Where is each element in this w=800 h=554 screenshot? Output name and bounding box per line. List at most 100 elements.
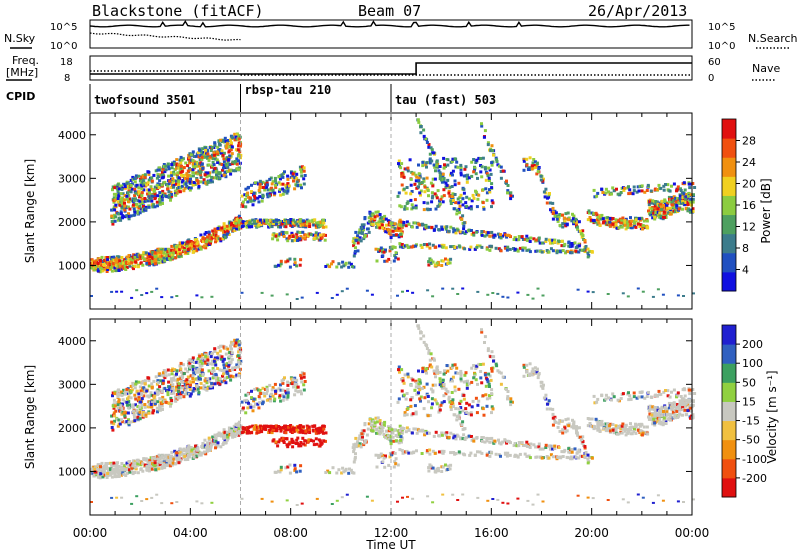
power-cell — [676, 294, 680, 297]
velocity-cell — [125, 461, 129, 465]
velocity-cell — [264, 428, 268, 431]
velocity-cell — [222, 369, 226, 373]
cpid-label: CPID — [6, 90, 35, 103]
power-cell — [544, 187, 548, 191]
velocity-cell — [183, 458, 187, 462]
power-cell — [254, 196, 257, 200]
power-cell — [462, 187, 466, 191]
power-cell — [427, 143, 431, 146]
power-cell — [179, 166, 183, 170]
power-cell — [531, 161, 535, 165]
power-cell — [243, 193, 247, 197]
power-cell — [489, 172, 493, 176]
power-cell — [527, 248, 531, 252]
velocity-cell — [221, 443, 225, 446]
power-cell — [109, 260, 113, 264]
power-cell — [199, 247, 203, 251]
power-cell — [177, 180, 181, 184]
velocity-cell — [262, 427, 266, 431]
power-cell — [167, 195, 171, 199]
velocity-cell — [166, 463, 170, 467]
power-cell — [171, 181, 175, 185]
power-cell — [210, 295, 214, 298]
power-cell — [321, 225, 325, 229]
power-cell — [490, 186, 494, 190]
power-cell — [165, 253, 169, 256]
power-cell — [144, 207, 148, 211]
power-cell — [161, 173, 165, 177]
velocity-cell — [210, 440, 214, 444]
power-cell — [256, 196, 260, 200]
velocity-cell — [213, 382, 217, 386]
power-cell — [473, 247, 477, 251]
power-cell — [187, 167, 191, 170]
power-cell — [220, 151, 223, 155]
power-cell — [682, 295, 685, 297]
velocity-cell — [218, 433, 222, 437]
power-cell — [198, 171, 202, 175]
power-cell — [469, 205, 473, 209]
velocity-cell — [97, 464, 100, 467]
power-cell — [686, 209, 690, 213]
velocity-cell — [125, 401, 129, 404]
power-cell — [676, 187, 680, 191]
velocity-cell — [246, 426, 250, 430]
power-cell — [179, 186, 183, 190]
power-cell — [453, 183, 457, 187]
power-cell — [509, 194, 513, 198]
power-cell — [253, 194, 256, 198]
power-cell — [299, 167, 303, 171]
power-cell — [206, 171, 210, 175]
velocity-cell — [152, 396, 156, 400]
velocity-cell — [129, 390, 133, 393]
velocity-cell — [238, 350, 242, 354]
velocity-cell — [119, 468, 123, 472]
power-cell — [202, 178, 206, 182]
velocity-cell — [173, 449, 177, 453]
power-cell — [160, 183, 164, 187]
power-cell — [123, 264, 127, 268]
power-cell — [683, 188, 687, 192]
power-cell — [248, 221, 252, 225]
power-cell — [152, 263, 156, 267]
power-cell — [674, 200, 678, 204]
power-cell — [197, 185, 201, 188]
power-cell — [134, 191, 138, 195]
power-cell — [97, 258, 100, 261]
power-cell — [430, 148, 434, 152]
power-cell — [133, 255, 137, 259]
power-cell — [162, 256, 166, 260]
velocity-cell — [150, 393, 154, 397]
power-cell — [408, 158, 412, 162]
power-cell — [170, 248, 174, 252]
power-cell — [648, 198, 652, 202]
power-cell — [200, 155, 204, 159]
power-cell — [210, 234, 214, 238]
power-cell — [608, 217, 612, 220]
power-cell — [674, 196, 678, 200]
power-cell — [111, 222, 115, 226]
power-cell — [127, 189, 131, 193]
power-cell — [656, 188, 659, 191]
power-cell — [501, 295, 505, 298]
velocity-cell — [163, 376, 167, 380]
power-cell — [162, 164, 166, 168]
colorbar-swatch — [722, 271, 736, 292]
velocity-cell — [206, 362, 210, 366]
power-cell — [542, 177, 545, 181]
velocity-cell — [188, 394, 192, 398]
velocity-cell — [175, 451, 179, 455]
power-cell — [448, 185, 452, 189]
velocity-cell — [188, 385, 192, 389]
power-cell — [478, 244, 482, 248]
power-cell — [505, 235, 509, 239]
velocity-cell — [177, 382, 181, 386]
power-cell — [139, 207, 143, 211]
power-cell — [128, 197, 131, 201]
power-cell — [533, 164, 537, 167]
velocity-cell — [115, 392, 119, 396]
power-cell — [513, 236, 517, 240]
power-cell — [157, 253, 161, 257]
velocity-cell — [100, 461, 104, 465]
power-cell — [548, 201, 552, 205]
